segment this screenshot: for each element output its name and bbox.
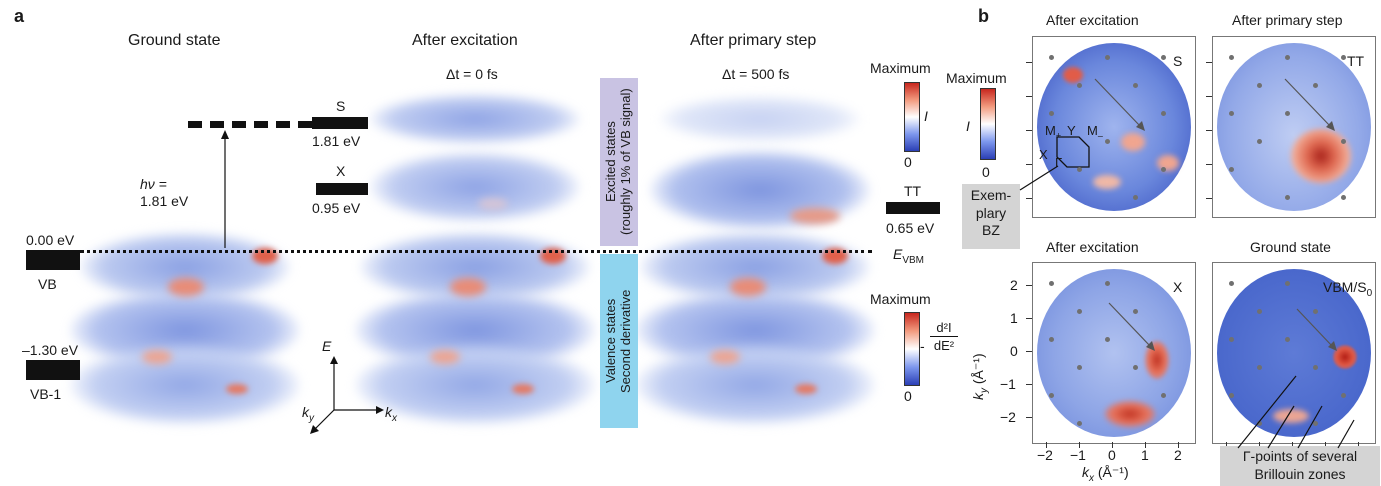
bz-br-corner-label: VBM/S0	[1323, 279, 1373, 299]
gamma-points-pointers	[1237, 375, 1355, 449]
b-ky-axis-label: ky (Å⁻¹)	[970, 353, 990, 400]
bz-tl-arrow	[1094, 78, 1145, 131]
b-ytick-1: 1	[1010, 310, 1018, 326]
bz-bl-arrow	[1108, 302, 1155, 351]
k-axes	[310, 356, 384, 434]
b-xtick-m2: −2	[1037, 447, 1053, 463]
b-title-br: Ground state	[1250, 239, 1331, 255]
x-level-label: X	[336, 163, 346, 179]
vb1-energy: –1.30 eV	[22, 342, 79, 358]
s-level-energy: 1.81 eV	[312, 133, 361, 149]
excitation-arrow	[221, 130, 229, 248]
s-level-label: S	[336, 98, 346, 114]
valence-states-box: Valence states Second derivative	[600, 254, 638, 428]
colorbar-bottom-minus: -	[920, 338, 925, 354]
time-zero-label: Δt = 0 fs	[446, 66, 498, 82]
axis-ky-label: ky	[302, 404, 314, 424]
b-colorbar	[980, 88, 996, 160]
bz-tr-corner-label: TT	[1347, 53, 1365, 69]
b-xtick-m1: −1	[1070, 447, 1086, 463]
axis-e-label: E	[322, 338, 332, 354]
bz-label-m-minus: M–	[1087, 123, 1103, 141]
bz-br-arrow	[1296, 308, 1337, 351]
b-ytick-m2: −2	[1000, 409, 1016, 425]
vb1-bar	[26, 360, 80, 380]
s-level-dashed-line	[188, 121, 312, 128]
b-ytick-2: 2	[1010, 277, 1018, 293]
vb-label: VB	[38, 276, 57, 292]
b-colorbar-label: I	[966, 118, 970, 134]
bz-tr-arrow	[1284, 78, 1335, 131]
bz-label-y: Y	[1067, 123, 1076, 138]
tt-level-energy: 0.65 eV	[886, 220, 935, 236]
vb-energy: 0.00 eV	[26, 232, 75, 248]
bz-bl-corner-label: X	[1173, 279, 1183, 295]
exemplary-bz-callout: Exem- plary BZ	[962, 184, 1020, 249]
time-500-label: Δt = 500 fs	[722, 66, 790, 82]
vb-bar	[26, 250, 80, 270]
bz-label-gamma: Γ	[1055, 155, 1063, 170]
evbm-dotted-line	[80, 250, 872, 253]
gamma-points-callout: Γ-points of several Brillouin zones	[1220, 446, 1380, 486]
colorbar-top-max: Maximum	[870, 60, 931, 76]
b-title-bl: After excitation	[1046, 239, 1139, 255]
x-level-bar	[316, 183, 368, 195]
photon-energy-line2: 1.81 eV	[140, 193, 189, 209]
b-colorbar-min: 0	[982, 164, 990, 180]
vb1-label: VB-1	[30, 386, 62, 402]
tt-level-label: TT	[904, 183, 922, 199]
title-ground-state: Ground state	[128, 32, 221, 49]
exemplary-bz-hexagon	[1056, 136, 1090, 168]
photon-energy-line1: hν =	[140, 176, 167, 192]
panel-a-letter: a	[14, 6, 25, 26]
exemplary-bz-pointer	[1019, 165, 1059, 191]
b-ytick-0: 0	[1010, 343, 1018, 359]
b-kx-axis-label: kx (Å⁻¹)	[1082, 464, 1129, 484]
bz-label-x: X	[1039, 147, 1048, 162]
excited-states-box: Excited states (roughly 1% of VB signal)	[600, 78, 638, 246]
b-colorbar-max: Maximum	[946, 70, 1007, 86]
panel-b-letter: b	[978, 6, 989, 26]
title-after-primary-step: After primary step	[690, 32, 817, 49]
bz-panel-tr: TT	[1212, 36, 1376, 218]
title-after-excitation: After excitation	[412, 32, 518, 49]
b-xtick-1: 1	[1141, 447, 1149, 463]
b-title-tr: After primary step	[1232, 12, 1343, 28]
axis-kx-label: kx	[385, 404, 397, 424]
bz-panel-bl: X	[1032, 262, 1196, 444]
colorbar-top-label: I	[924, 108, 928, 124]
colorbar-top	[904, 82, 920, 152]
tt-level-bar	[886, 202, 940, 214]
colorbar-bottom-derivative: d²I dE²	[930, 320, 958, 353]
b-xtick-0: 0	[1108, 447, 1116, 463]
bz-panel-tl: S M+ Y M– X Γ	[1032, 36, 1196, 218]
colorbar-bottom	[904, 312, 920, 386]
bz-label-m-plus: M+	[1045, 123, 1062, 141]
colorbar-top-min: 0	[904, 154, 912, 170]
evbm-label: EVBM	[893, 246, 925, 266]
bz-panel-br: VBM/S0	[1212, 262, 1376, 444]
b-title-tl: After excitation	[1046, 12, 1139, 28]
b-xtick-2: 2	[1174, 447, 1182, 463]
s-level-bar	[312, 117, 368, 129]
x-level-energy: 0.95 eV	[312, 200, 361, 216]
b-ytick-m1: −1	[1000, 376, 1016, 392]
colorbar-bottom-min: 0	[904, 388, 912, 404]
bz-tl-corner-label: S	[1173, 53, 1183, 69]
colorbar-bottom-max: Maximum	[870, 291, 931, 307]
